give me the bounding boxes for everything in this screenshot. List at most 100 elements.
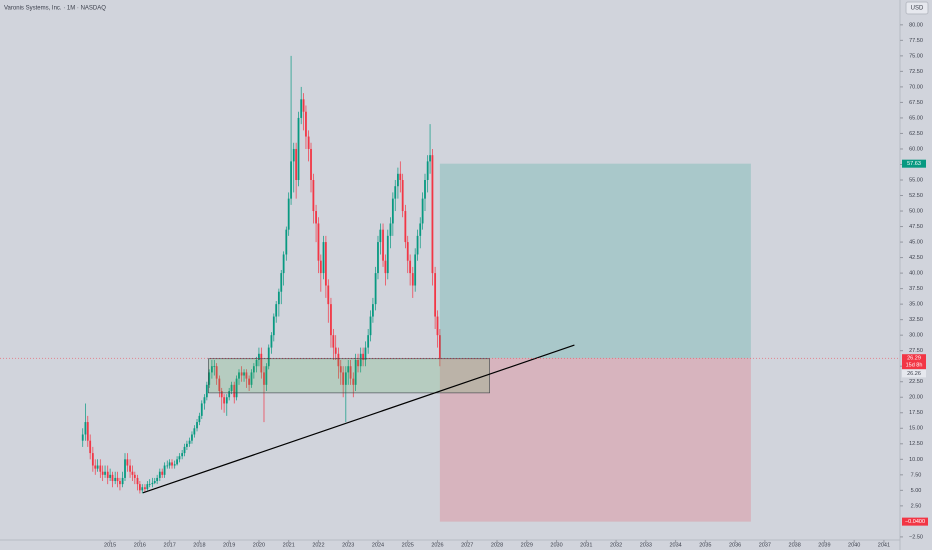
last-price-bg [902,354,926,370]
candle-body [240,372,243,376]
candle-body [173,464,176,466]
x-tick-label: 2026 [431,542,443,548]
candle-body [280,273,283,292]
candle-body [397,173,399,187]
y-tick-label: 55.00 [909,177,923,183]
stop-label-bg [902,517,928,526]
currency-button[interactable] [905,1,929,15]
candle-body [317,223,320,261]
candle-body [126,459,129,466]
candle-body [416,235,419,255]
candle-body [382,229,384,261]
y-tick-label: 50.00 [909,208,923,214]
candle-body [359,353,362,367]
candle-body [300,99,303,118]
y-tick-label: 45.00 [909,240,923,246]
candle-body [287,198,290,230]
y-tick-label: 65.00 [909,115,923,121]
candle-body [225,397,228,404]
x-tick-label: 2040 [848,542,860,548]
candle-body [349,366,352,379]
candle-body [106,471,109,478]
candle-body [394,186,397,199]
candle-body [213,366,216,368]
candle-body [86,422,89,441]
candle-body [163,465,166,475]
candle-body [352,378,355,385]
candle-body [277,291,280,305]
candle-body [196,422,198,429]
candle-body [424,180,426,199]
candle-body [141,487,144,491]
candle-body [272,316,275,336]
candle-body [124,459,126,478]
x-tick-label: 2039 [818,542,830,548]
candle-body [406,242,409,261]
candle-body [429,155,431,162]
candle-body [208,372,211,385]
y-tick-label: 22.50 [909,379,923,385]
candle-body [235,378,238,398]
y-tick-label: 32.50 [909,317,923,323]
x-tick-label: 2035 [699,542,711,548]
x-tick-label: 2030 [550,542,562,548]
candle-body [391,198,394,224]
candle-body [161,471,164,475]
candle-body [228,391,231,398]
candle-body [200,403,203,416]
candle-body [307,136,310,149]
candle-body [205,384,208,398]
candle-body [218,378,221,392]
target-label: 57.63 [907,161,921,167]
x-tick-label: 2017 [164,542,176,548]
y-tick-label: −2.50 [909,534,923,540]
candle-body [364,347,367,360]
candle-body [297,117,300,180]
candle-body [116,477,119,482]
y-tick-label: 30.00 [909,333,923,339]
chart-title: Varonis Systems, Inc. · 1M · NASDAQ [4,6,106,12]
x-tick-label: 2016 [134,542,146,548]
x-tick-label: 2036 [729,542,741,548]
candle-body [438,335,441,359]
candle-body [119,481,121,485]
y-tick-label: 47.50 [909,224,923,230]
candle-body [91,453,94,466]
candle-body [431,155,434,274]
candle-body [372,304,374,317]
candle-body [133,474,136,478]
y-tick-label: 15.00 [909,426,923,432]
candle-body [129,465,131,472]
y-tick-label: 70.00 [909,84,923,90]
y-tick-label: 35.00 [909,302,923,308]
candle-body [238,372,240,379]
y-tick-label: 52.50 [909,193,923,199]
candle-body [156,477,159,482]
candle-body [436,316,439,336]
x-tick-label: 2024 [372,542,384,548]
candle-body [324,242,327,286]
candle-body [319,260,322,274]
candle-body [315,211,317,224]
candle-body [354,360,357,385]
candle-body [211,366,213,373]
candle-body [84,422,87,435]
candle-body [292,148,295,162]
candle-body [414,254,417,286]
y-tick-label: 27.50 [909,348,923,354]
candle-body [404,211,407,243]
y-tick-label: 10.00 [909,457,923,463]
candle-body [104,471,106,475]
x-tick-label: 2034 [669,542,681,548]
candle-body [99,465,102,472]
candle-body [374,273,377,305]
x-tick-label: 2038 [789,542,801,548]
y-tick-label: 40.00 [909,271,923,277]
candle-body [310,148,312,180]
candle-body [275,304,278,317]
x-tick-label: 2032 [610,542,622,548]
candle-body [94,465,97,469]
candle-body [384,260,387,274]
candle-body [379,229,382,243]
y-tick-label: 17.50 [909,410,923,416]
